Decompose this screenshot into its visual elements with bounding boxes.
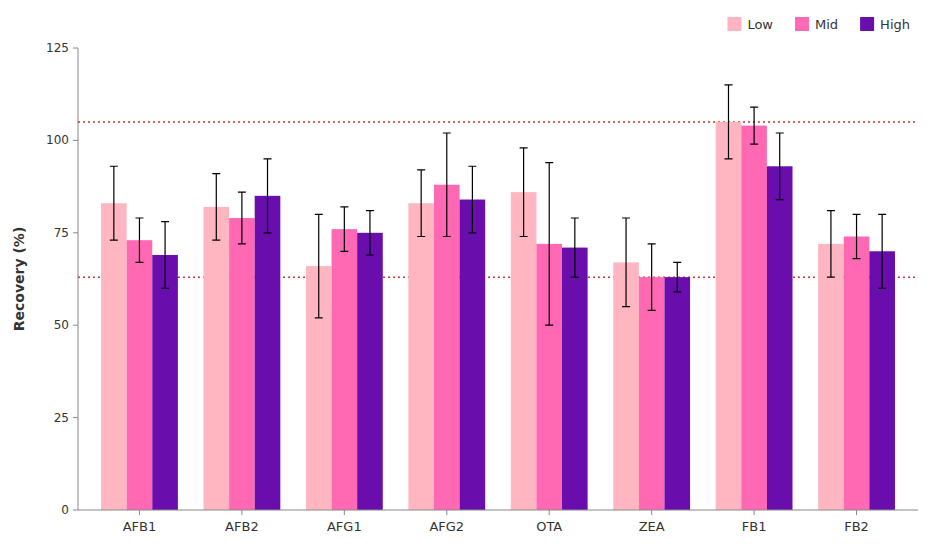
- x-tick: [241, 510, 242, 515]
- error-bar: [340, 207, 348, 251]
- error-bar: [443, 133, 451, 236]
- bar: [127, 240, 153, 510]
- bar: [229, 218, 255, 510]
- y-tick: [73, 325, 78, 326]
- x-tick: [651, 510, 652, 515]
- x-tick: [754, 510, 755, 515]
- bar: [741, 126, 767, 510]
- bar: [767, 166, 793, 510]
- error-bar: [673, 262, 681, 292]
- y-tick-label: 25: [54, 411, 69, 425]
- error-bars: [161, 133, 886, 292]
- bar: [332, 229, 358, 510]
- error-bar: [366, 211, 374, 255]
- legend-swatch: [860, 17, 874, 31]
- plot-area: [78, 85, 918, 510]
- error-bar: [135, 218, 143, 262]
- bar: [460, 200, 486, 510]
- bar: [203, 207, 229, 510]
- bar-series: [127, 126, 870, 510]
- error-bars: [135, 107, 860, 325]
- reference-line: [78, 121, 918, 123]
- legend-item: Mid: [795, 17, 838, 32]
- y-axis: 0 25 50 75 100 125: [46, 41, 78, 517]
- x-tick-label: ZEA: [639, 519, 665, 534]
- error-bar: [238, 192, 246, 244]
- error-bar: [417, 170, 425, 237]
- x-tick: [446, 510, 447, 515]
- x-tick: [344, 510, 345, 515]
- error-bar: [468, 166, 476, 233]
- x-tick-label: FB2: [844, 519, 869, 534]
- error-bar: [264, 159, 272, 233]
- error-bar: [161, 222, 169, 289]
- legend-label: High: [880, 17, 910, 32]
- page: {"chart_data": {"type": "bar", "categori…: [0, 0, 940, 558]
- error-bar: [853, 214, 861, 258]
- y-axis-label: Recovery (%): [11, 227, 27, 332]
- bar: [818, 244, 844, 510]
- x-tick-label: AFG1: [327, 519, 362, 534]
- error-bar: [724, 85, 732, 159]
- chart-container: 0 25 50 75 100 125 Recovery (%) AFB1 AFB2 AFG1 AFG…: [0, 0, 940, 558]
- y-tick: [73, 140, 78, 141]
- bar: [152, 255, 178, 510]
- bar: [408, 203, 434, 510]
- error-bar: [648, 244, 656, 311]
- chart-svg: 0 25 50 75 100 125 Recovery (%) AFB1 AFB2 AFG1 AFG…: [0, 0, 940, 558]
- error-bar: [776, 133, 784, 200]
- bar: [664, 277, 690, 510]
- legend-swatch: [795, 17, 809, 31]
- legend-item: Low: [727, 17, 773, 32]
- error-bar: [622, 218, 630, 307]
- y-tick-label: 125: [46, 41, 69, 55]
- x-tick-label: AFB1: [123, 519, 157, 534]
- bar: [844, 236, 870, 510]
- error-bar: [315, 214, 323, 317]
- legend: Low Mid High: [727, 17, 910, 32]
- legend-label: Mid: [815, 17, 838, 32]
- x-tick-label: FB1: [742, 519, 767, 534]
- legend-swatch: [727, 17, 741, 31]
- y-tick-label: 0: [61, 503, 69, 517]
- bar: [511, 192, 537, 510]
- error-bar: [750, 107, 758, 144]
- y-tick-label: 100: [46, 133, 69, 147]
- bar: [101, 203, 127, 510]
- bar-series: [101, 122, 844, 510]
- bar: [255, 196, 281, 510]
- y-tick-label: 75: [54, 226, 69, 240]
- y-tick: [73, 232, 78, 233]
- x-axis-line: [78, 510, 918, 511]
- x-tick: [549, 510, 550, 515]
- x-tick: [856, 510, 857, 515]
- x-axis: AFB1 AFB2 AFG1 AFG2 OTA ZEA FB1 FB2: [78, 510, 918, 534]
- y-tick: [73, 510, 78, 511]
- error-bar: [878, 214, 886, 288]
- error-bar: [520, 148, 528, 237]
- bar: [639, 277, 665, 510]
- bar: [716, 122, 742, 510]
- error-bar: [827, 211, 835, 278]
- bar: [357, 233, 383, 510]
- y-tick: [73, 48, 78, 49]
- y-tick-label: 50: [54, 318, 69, 332]
- x-tick-label: OTA: [536, 519, 562, 534]
- error-bars: [110, 85, 835, 318]
- x-tick-label: AFB2: [225, 519, 259, 534]
- x-tick-label: AFG2: [429, 519, 464, 534]
- error-bar: [571, 218, 579, 277]
- legend-item: High: [860, 17, 910, 32]
- x-tick: [139, 510, 140, 515]
- y-tick: [73, 417, 78, 418]
- error-bar: [545, 163, 553, 326]
- bar: [562, 248, 588, 510]
- y-axis-line: [78, 48, 79, 510]
- error-bar: [212, 174, 220, 241]
- bar: [869, 251, 895, 510]
- error-bar: [110, 166, 118, 240]
- legend-label: Low: [747, 17, 773, 32]
